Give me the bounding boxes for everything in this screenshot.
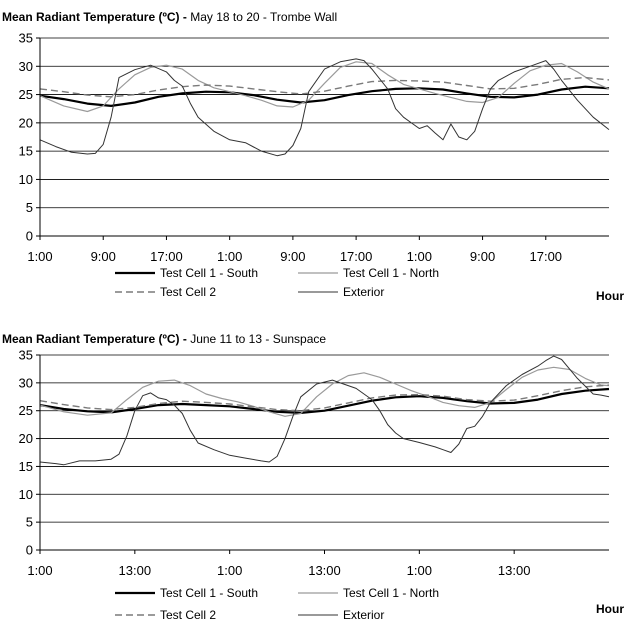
chart-1-series-line-exterior (39, 58, 610, 157)
chart-2-x-tick-label-4: 1:00 (407, 563, 432, 578)
chart-1-legend-label-test-cell-2: Test Cell 2 (160, 285, 216, 299)
chart-1-x-tick-label-1: 9:00 (91, 249, 116, 264)
chart-2-x-axis-label: Hour (596, 602, 624, 616)
chart-2-y-tick-label-25: 25 (19, 403, 33, 418)
chart-2-legend-label-test-cell-1-south: Test Cell 1 - South (160, 586, 258, 600)
chart-2-axes (39, 355, 609, 551)
chart-2-legend-label-test-cell-2: Test Cell 2 (160, 608, 216, 622)
chart-2-x-tick-label-5: 13:00 (498, 563, 531, 578)
chart-1-y-tick-label-10: 10 (19, 172, 33, 187)
chart-1-x-ticks: 1:00 9:00 17:00 1:00 9:00 17:00 1:00 9:00 17:00 (27, 236, 562, 264)
chart-2-y-tick-label-10: 10 (19, 487, 33, 502)
chart-2-series-line-test-cell-1-south (39, 387, 610, 414)
chart-2-x-tick-label-2: 1:00 (217, 563, 242, 578)
chart-1-y-tick-label-5: 5 (26, 200, 33, 215)
chart-1-title-rest: May 18 to 20 - Trombe Wall (187, 10, 337, 24)
chart-2-series-line-test-cell-2 (39, 384, 610, 412)
chart-1-y-tick-label-0: 0 (26, 229, 33, 244)
chart-1-legend-label-exterior: Exterior (343, 285, 384, 299)
chart-2: Mean Radiant Temperature (ºC) - June 11 … (2, 332, 624, 622)
chart-1-series (39, 58, 610, 157)
chart-1-legend-label-test-cell-1-south: Test Cell 1 - South (160, 266, 258, 280)
chart-2-y-tick-label-15: 15 (19, 459, 33, 474)
chart-2-x-ticks: 1:00 13:00 1:00 13:00 1:00 13:00 (27, 550, 530, 578)
chart-1-x-tick-label-5: 17:00 (340, 249, 373, 264)
chart-1-y-tick-label-15: 15 (19, 144, 33, 159)
chart-1-y-tick-label-25: 25 (19, 87, 33, 102)
chart-1-x-tick-label-6: 1:00 (407, 249, 432, 264)
chart-2-y-ticks: 0 5 10 15 20 25 30 35 (19, 348, 40, 558)
chart-2-y-tick-label-5: 5 (26, 515, 33, 530)
chart-1-series-line-test-cell-2 (39, 76, 610, 98)
chart-1-x-tick-label-0: 1:00 (27, 249, 52, 264)
chart-2-x-tick-label-1: 13:00 (119, 563, 152, 578)
chart-2-legend-label-test-cell-1-north: Test Cell 1 - North (343, 586, 439, 600)
chart-1-legend: Test Cell 1 - South Test Cell 1 - North Te… (115, 266, 439, 299)
chart-1-series-line-test-cell-1-south (39, 85, 610, 107)
chart-1: Mean Radiant Temperature (ºC) - May 18 t… (2, 10, 624, 303)
chart-2-x-tick-label-0: 1:00 (27, 563, 52, 578)
chart-1-title-bold: Mean Radiant Temperature (ºC) - (2, 10, 187, 24)
chart-1-x-tick-label-3: 1:00 (217, 249, 242, 264)
chart-2-legend-label-exterior: Exterior (343, 608, 384, 622)
chart-2-series-line-exterior (39, 355, 610, 466)
chart-2-title: Mean Radiant Temperature (ºC) - June 11 … (2, 332, 326, 346)
chart-2-legend: Test Cell 1 - South Test Cell 1 - North Te… (115, 586, 439, 622)
chart-1-x-tick-label-8: 17:00 (530, 249, 563, 264)
chart-1-series-line-test-cell-1-north (39, 61, 610, 113)
chart-2-y-tick-label-20: 20 (19, 431, 33, 446)
chart-1-x-axis-label: Hour (596, 289, 624, 303)
chart-1-gridlines (40, 37, 609, 209)
chart-1-y-tick-label-20: 20 (19, 115, 33, 130)
chart-2-y-tick-label-0: 0 (26, 543, 33, 558)
chart-1-x-tick-label-4: 9:00 (280, 249, 305, 264)
chart-2-y-tick-label-30: 30 (19, 375, 33, 390)
chart-2-y-tick-label-35: 35 (19, 348, 33, 363)
chart-1-x-tick-label-7: 9:00 (470, 249, 495, 264)
chart-2-series (39, 355, 610, 466)
chart-1-y-tick-label-35: 35 (19, 31, 33, 46)
chart-2-series-line-test-cell-1-north (39, 366, 610, 417)
chart-1-y-ticks: 0 5 10 15 20 25 30 35 (19, 31, 40, 244)
chart-1-title: Mean Radiant Temperature (ºC) - May 18 t… (2, 10, 337, 24)
chart-2-x-tick-label-3: 13:00 (308, 563, 341, 578)
chart-1-y-tick-label-30: 30 (19, 59, 33, 74)
chart-2-title-rest: June 11 to 13 - Sunspace (187, 332, 327, 346)
chart-2-title-bold: Mean Radiant Temperature (ºC) - (2, 332, 187, 346)
chart-1-axes (39, 38, 609, 237)
chart-1-x-tick-label-2: 17:00 (150, 249, 183, 264)
chart-1-legend-label-test-cell-1-north: Test Cell 1 - North (343, 266, 439, 280)
